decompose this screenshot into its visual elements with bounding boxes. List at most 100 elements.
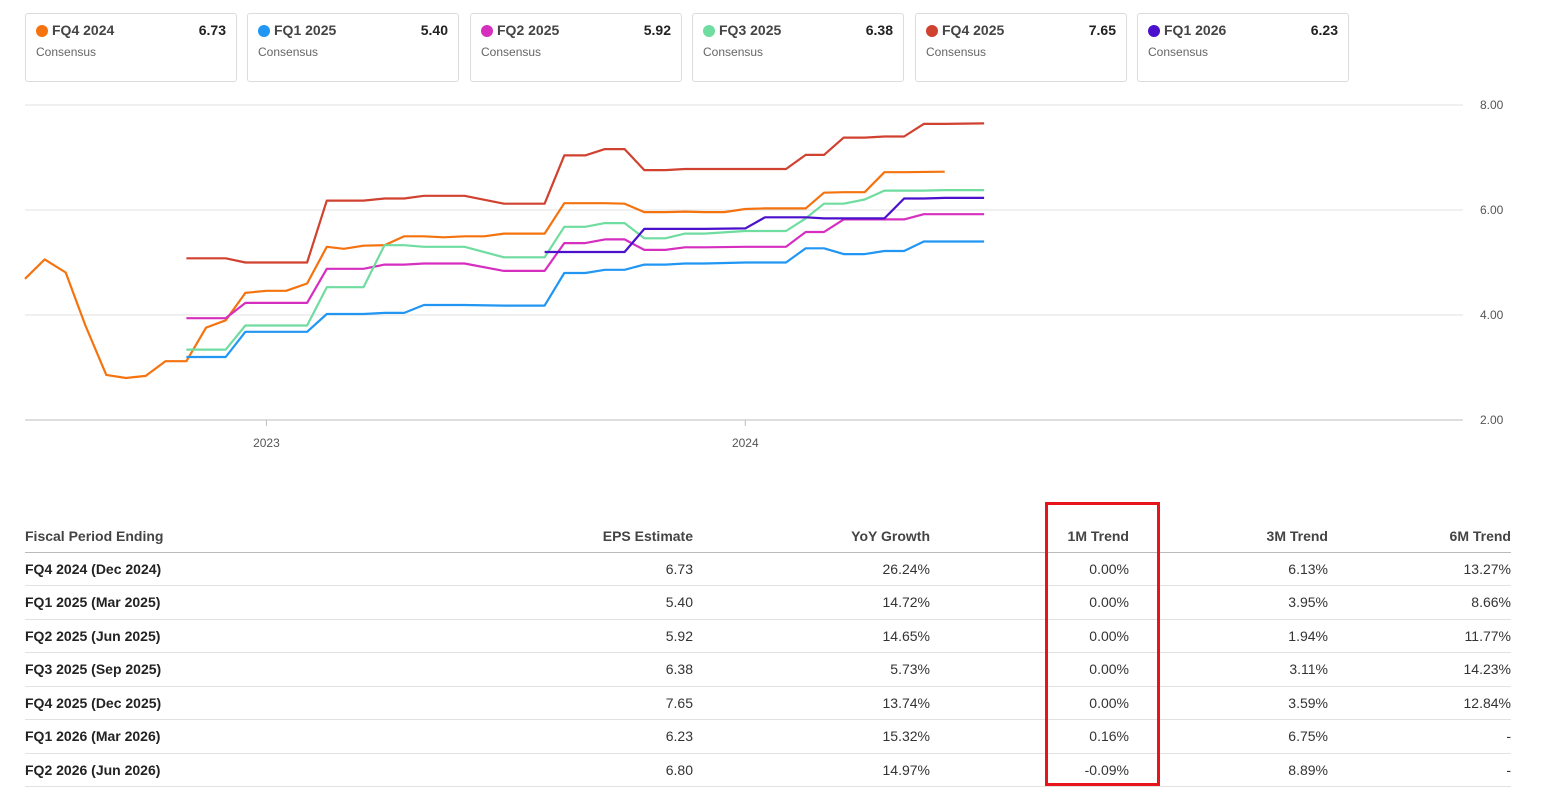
trend-3m-cell: 8.89% <box>1129 753 1328 787</box>
period-cell: FQ2 2026 (Jun 2026) <box>25 753 405 787</box>
col-header-period[interactable]: Fiscal Period Ending <box>25 520 405 553</box>
series-line-fq3-2025 <box>186 188 985 351</box>
series-color-dot <box>258 25 270 37</box>
yoy-cell: 15.32% <box>693 719 930 754</box>
trend-1m-cell: 0.00% <box>930 686 1129 720</box>
series-color-dot <box>481 25 493 37</box>
legend-series-value: 6.38 <box>865 22 893 38</box>
legend-series-sub: Consensus <box>926 45 987 59</box>
col-header-eps[interactable]: EPS Estimate <box>405 520 693 553</box>
legend-series-name: FQ4 2025 <box>942 22 1005 38</box>
trend-1m-cell: 0.00% <box>930 652 1129 687</box>
eps-estimates-table: Fiscal Period Ending EPS Estimate YoY Gr… <box>25 520 1511 787</box>
legend-card-fq1-2026[interactable]: FQ1 2026 6.23 Consensus <box>1137 13 1349 82</box>
trend-1m-cell: -0.09% <box>930 753 1129 787</box>
trend-3m-cell: 6.13% <box>1129 552 1328 586</box>
legend-card-fq4-2024[interactable]: FQ4 2024 6.73 Consensus <box>25 13 237 82</box>
legend-series-sub: Consensus <box>703 45 764 59</box>
legend-series-sub: Consensus <box>36 45 97 59</box>
legend-series-sub: Consensus <box>481 45 542 59</box>
y-tick-label: 6.00 <box>1480 203 1504 217</box>
legend-card-fq4-2025[interactable]: FQ4 2025 7.65 Consensus <box>915 13 1127 82</box>
trend-6m-cell: 11.77% <box>1328 619 1511 653</box>
period-cell: FQ2 2025 (Jun 2025) <box>25 619 405 653</box>
yoy-cell: 5.73% <box>693 652 930 687</box>
trend-6m-cell: - <box>1328 719 1511 754</box>
col-header-6m-trend[interactable]: 6M Trend <box>1328 520 1511 553</box>
yoy-cell: 13.74% <box>693 686 930 720</box>
trend-3m-cell: 3.95% <box>1129 585 1328 620</box>
trend-3m-cell: 6.75% <box>1129 719 1328 754</box>
trend-6m-cell: 13.27% <box>1328 552 1511 586</box>
table-row: FQ3 2025 (Sep 2025) 6.38 5.73% 0.00% 3.1… <box>25 652 1511 687</box>
yoy-cell: 26.24% <box>693 552 930 586</box>
eps-estimate-line-chart[interactable]: 2.00 4.00 6.00 8.00 2023 2024 <box>0 90 1542 470</box>
legend-series-name: FQ1 2026 <box>1164 22 1227 38</box>
trend-6m-cell: - <box>1328 753 1511 787</box>
trend-6m-cell: 8.66% <box>1328 585 1511 620</box>
yoy-cell: 14.65% <box>693 619 930 653</box>
period-cell: FQ1 2026 (Mar 2026) <box>25 719 405 754</box>
legend-series-sub: Consensus <box>258 45 319 59</box>
trend-3m-cell: 3.11% <box>1129 652 1328 687</box>
series-line-fq2-2025 <box>186 213 985 320</box>
legend-series-value: 5.40 <box>420 22 448 38</box>
trend-1m-cell: 0.16% <box>930 719 1129 754</box>
legend-card-fq2-2025[interactable]: FQ2 2025 5.92 Consensus <box>470 13 682 82</box>
table-row: FQ4 2024 (Dec 2024) 6.73 26.24% 0.00% 6.… <box>25 552 1511 586</box>
legend-series-value: 7.65 <box>1088 22 1116 38</box>
col-header-yoy[interactable]: YoY Growth <box>693 520 930 553</box>
x-tick-label: 2024 <box>732 436 759 450</box>
eps-cell: 7.65 <box>405 686 693 720</box>
eps-cell: 6.80 <box>405 753 693 787</box>
eps-cell: 6.23 <box>405 719 693 754</box>
trend-1m-cell: 0.00% <box>930 585 1129 620</box>
trend-3m-cell: 1.94% <box>1129 619 1328 653</box>
col-header-3m-trend[interactable]: 3M Trend <box>1129 520 1328 553</box>
eps-cell: 5.40 <box>405 585 693 620</box>
trend-1m-cell: 0.00% <box>930 552 1129 586</box>
legend-series-name: FQ3 2025 <box>719 22 782 38</box>
trend-6m-cell: 12.84% <box>1328 686 1511 720</box>
period-cell: FQ3 2025 (Sep 2025) <box>25 652 405 687</box>
table-row: FQ4 2025 (Dec 2025) 7.65 13.74% 0.00% 3.… <box>25 686 1511 720</box>
trend-6m-cell: 14.23% <box>1328 652 1511 687</box>
legend-series-name: FQ1 2025 <box>274 22 337 38</box>
yoy-cell: 14.97% <box>693 753 930 787</box>
eps-cell: 5.92 <box>405 619 693 653</box>
table-row: FQ1 2025 (Mar 2025) 5.40 14.72% 0.00% 3.… <box>25 585 1511 620</box>
legend-card-fq3-2025[interactable]: FQ3 2025 6.38 Consensus <box>692 13 904 82</box>
period-cell: FQ4 2025 (Dec 2025) <box>25 686 405 720</box>
col-header-1m-trend[interactable]: 1M Trend <box>930 520 1129 553</box>
y-tick-label: 4.00 <box>1480 308 1504 322</box>
table-header-row: Fiscal Period Ending EPS Estimate YoY Gr… <box>25 520 1511 553</box>
series-color-dot <box>36 25 48 37</box>
legend-series-sub: Consensus <box>1148 45 1209 59</box>
series-line-fq1-2026 <box>544 196 985 254</box>
table-row: FQ2 2026 (Jun 2026) 6.80 14.97% -0.09% 8… <box>25 753 1511 787</box>
legend-series-value: 5.92 <box>643 22 671 38</box>
series-line-fq4-2025 <box>186 122 985 264</box>
y-tick-label: 2.00 <box>1480 413 1504 427</box>
y-tick-label: 8.00 <box>1480 98 1504 112</box>
series-color-dot <box>703 25 715 37</box>
series-color-dot <box>926 25 938 37</box>
period-cell: FQ4 2024 (Dec 2024) <box>25 552 405 586</box>
series-line-fq1-2025 <box>186 240 985 359</box>
eps-cell: 6.38 <box>405 652 693 687</box>
table-row: FQ2 2025 (Jun 2025) 5.92 14.65% 0.00% 1.… <box>25 619 1511 653</box>
legend-series-name: FQ4 2024 <box>52 22 115 38</box>
eps-cell: 6.73 <box>405 552 693 586</box>
legend-card-fq1-2025[interactable]: FQ1 2025 5.40 Consensus <box>247 13 459 82</box>
trend-3m-cell: 3.59% <box>1129 686 1328 720</box>
series-line-fq4-2024 <box>24 170 945 380</box>
table-row: FQ1 2026 (Mar 2026) 6.23 15.32% 0.16% 6.… <box>25 719 1511 754</box>
x-tick-label: 2023 <box>253 436 280 450</box>
legend-series-name: FQ2 2025 <box>497 22 560 38</box>
yoy-cell: 14.72% <box>693 585 930 620</box>
series-color-dot <box>1148 25 1160 37</box>
trend-1m-cell: 0.00% <box>930 619 1129 653</box>
legend-series-value: 6.73 <box>198 22 226 38</box>
period-cell: FQ1 2025 (Mar 2025) <box>25 585 405 620</box>
legend-series-value: 6.23 <box>1310 22 1338 38</box>
